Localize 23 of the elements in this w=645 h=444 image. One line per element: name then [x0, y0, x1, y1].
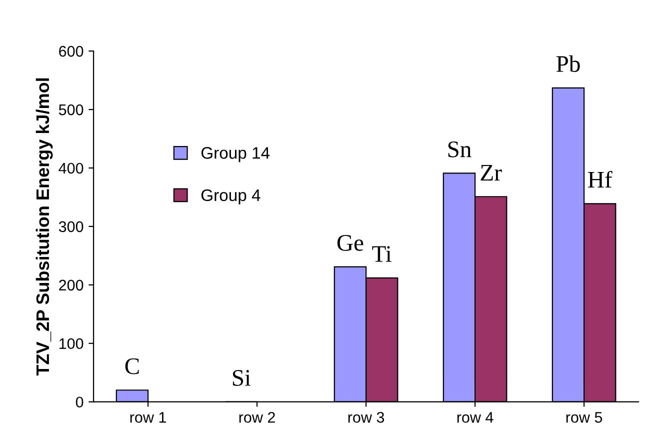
x-tick-label: row 4 [457, 412, 494, 423]
data-label: Pb [556, 55, 580, 72]
x-tick-label: row 1 [130, 412, 166, 423]
y-tick-label: 600 [59, 46, 84, 57]
legend-label: Group 4 [201, 189, 260, 204]
y-tick-label: 200 [59, 280, 84, 291]
x-tick-label: row 3 [348, 412, 384, 423]
y-tick-label: 400 [58, 162, 84, 174]
x-tick-label: row 5 [566, 412, 602, 423]
data-label: Hf [588, 170, 612, 188]
y-tick-label: 300 [58, 221, 84, 232]
y-tick-label: 500 [58, 104, 84, 116]
data-label: Zr [480, 165, 502, 180]
x-tick-label: row 2 [239, 412, 275, 423]
legend-label: Group 14 [201, 147, 270, 162]
data-label: Ti [372, 246, 392, 262]
data-label: Sn [448, 141, 472, 158]
data-label: Si [232, 370, 251, 386]
y-axis-title: TZV_2P Subsitution Energy kJ/mol [36, 78, 53, 376]
y-tick-label: 0 [76, 396, 84, 408]
data-label: C [125, 358, 139, 374]
data-label: Ge [337, 235, 364, 251]
y-tick-label: 100 [59, 338, 84, 350]
